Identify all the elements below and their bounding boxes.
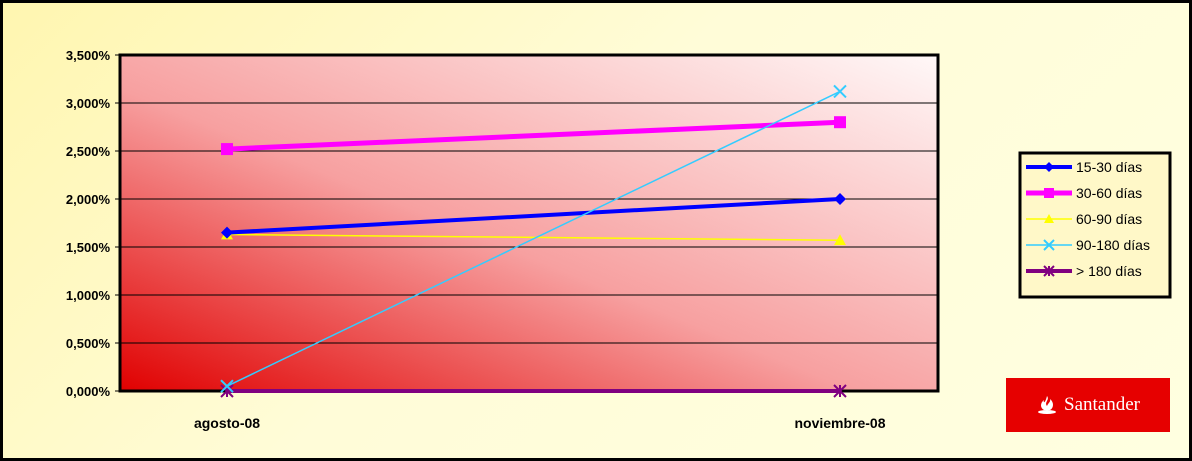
data-point: [833, 84, 847, 99]
legend-label: 30-60 días: [1076, 185, 1142, 201]
legend-label: 90-180 días: [1076, 237, 1150, 253]
y-tick-label: 2,500%: [66, 144, 111, 159]
legend-label: 15-30 días: [1076, 159, 1142, 175]
logo-text: Santander: [1064, 394, 1140, 415]
y-tick-label: 3,500%: [66, 48, 111, 63]
x-tick-label: noviembre-08: [794, 415, 885, 431]
data-point: [833, 384, 847, 398]
y-tick-label: 3,000%: [66, 96, 111, 111]
legend-label: 60-90 días: [1076, 211, 1142, 227]
data-point: [220, 379, 234, 393]
y-tick-label: 0,500%: [66, 336, 111, 351]
y-tick-label: 1,500%: [66, 240, 111, 255]
data-point: [834, 116, 846, 129]
data-point: [834, 234, 846, 246]
x-tick-label: agosto-08: [194, 415, 260, 431]
data-point: [221, 226, 233, 239]
data-point: [1044, 162, 1054, 172]
data-point: [1043, 239, 1055, 251]
y-tick-label: 0,000%: [66, 384, 111, 399]
series-line: [226, 233, 841, 242]
data-point: [834, 193, 846, 205]
data-point: [1043, 265, 1055, 277]
series-line: [226, 90, 841, 387]
data-point: [1044, 188, 1054, 198]
plot-area: [118, 53, 940, 393]
data-point: [1044, 214, 1054, 223]
y-tick-label: 2,000%: [66, 192, 111, 207]
data-point: [221, 143, 233, 156]
legend-label: > 180 días: [1076, 263, 1142, 279]
series-line: [226, 119, 841, 152]
y-tick-label: 1,000%: [66, 288, 111, 303]
flame-icon: [1038, 396, 1056, 414]
santander-logo: Santander: [1006, 378, 1170, 432]
series-line: [226, 197, 841, 235]
